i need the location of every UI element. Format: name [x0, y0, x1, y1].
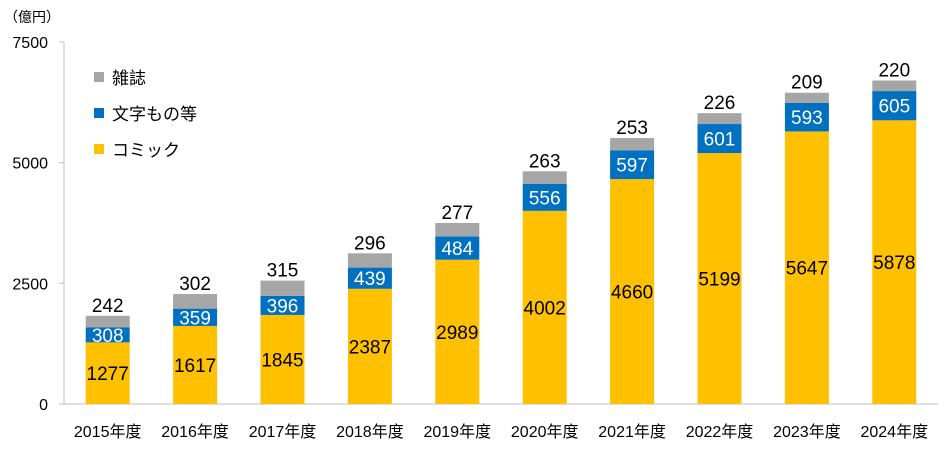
- bars: 1277 308 242 2015年度 1617 359 302 2016年度 1845 396 3…: [74, 60, 928, 441]
- y-tick-label: 7500: [12, 35, 48, 52]
- legend-swatch: [94, 72, 104, 82]
- data-label: 277: [441, 203, 473, 224]
- data-label: 2387: [349, 337, 391, 358]
- data-label: 396: [267, 296, 299, 317]
- data-label: 593: [791, 108, 823, 129]
- unit-label: （億円）: [4, 9, 60, 25]
- bar-segment: [610, 138, 655, 151]
- bar-segment: [872, 91, 917, 121]
- bar-segment: [872, 80, 917, 92]
- bar-segment: [610, 179, 655, 404]
- x-tick-label: 2017年度: [249, 423, 317, 441]
- bar-segment: [260, 280, 305, 296]
- data-label: 226: [704, 93, 736, 114]
- bar-segment: [260, 314, 305, 404]
- data-label: 209: [791, 73, 823, 94]
- data-label: 4660: [611, 283, 653, 304]
- data-label: 439: [354, 269, 386, 290]
- bar-segment: [610, 150, 655, 180]
- data-label: 242: [92, 296, 124, 317]
- legend-swatch: [94, 144, 104, 154]
- bar-segment: [522, 184, 567, 211]
- y-tick-label: 0: [39, 397, 48, 414]
- data-label: 1617: [174, 356, 216, 377]
- bar-segment: [173, 294, 218, 309]
- legend-label: 雑誌: [112, 69, 146, 88]
- x-tick-label: 2019年度: [423, 423, 491, 441]
- bar-segment: [784, 102, 829, 132]
- data-label: 263: [529, 151, 561, 172]
- data-label: 2989: [436, 323, 478, 344]
- data-label: 605: [878, 97, 910, 118]
- data-label: 1845: [261, 350, 303, 371]
- x-tick-label: 2015年度: [74, 423, 142, 441]
- data-label: 315: [267, 261, 299, 282]
- bar-segment: [697, 124, 742, 154]
- x-tick-label: 2020年度: [511, 423, 579, 441]
- x-tick-label: 2023年度: [773, 423, 841, 441]
- y-tick-label: 5000: [12, 156, 48, 173]
- legend-label: コミック: [112, 141, 180, 160]
- y-tick-label: 2500: [12, 276, 48, 293]
- bar-segment: [173, 308, 218, 326]
- bar-segment: [347, 253, 392, 268]
- data-label: 359: [179, 308, 211, 329]
- bar-segment: [872, 120, 917, 404]
- data-label: 597: [616, 156, 648, 177]
- x-tick-label: 2016年度: [161, 423, 229, 441]
- data-label: 302: [179, 274, 211, 295]
- bar-segment: [784, 92, 829, 103]
- bar-segment: [435, 236, 480, 260]
- bar-segment: [260, 295, 305, 315]
- legend-swatch: [94, 108, 104, 118]
- bar-segment: [347, 288, 392, 404]
- bar-segment: [784, 131, 829, 404]
- data-label: 556: [529, 188, 561, 209]
- bar-segment: [522, 171, 567, 185]
- x-tick-label: 2024年度: [860, 423, 928, 441]
- data-label: 253: [616, 118, 648, 139]
- bar-segment: [435, 223, 480, 237]
- bar-segment: [697, 113, 742, 125]
- data-label: 484: [441, 239, 473, 260]
- data-label: 5878: [873, 253, 915, 274]
- data-label: 296: [354, 233, 386, 254]
- x-tick-label: 2022年度: [686, 423, 754, 441]
- legend-label: 文字もの等: [112, 105, 197, 124]
- bar-segment: [173, 325, 218, 404]
- data-label: 308: [92, 326, 124, 347]
- data-label: 220: [878, 60, 910, 81]
- data-label: 5199: [698, 270, 740, 291]
- bar-segment: [435, 259, 480, 404]
- bar-segment: [85, 315, 130, 328]
- bar-segment: [85, 342, 130, 404]
- x-tick-label: 2018年度: [336, 423, 404, 441]
- bar-segment: [85, 327, 130, 343]
- bar-segment: [347, 267, 392, 289]
- x-tick-label: 2021年度: [598, 423, 666, 441]
- bar-segment: [522, 210, 567, 404]
- data-label: 4002: [524, 298, 566, 319]
- data-label: 5647: [786, 259, 828, 280]
- data-label: 601: [704, 130, 736, 151]
- bar-segment: [697, 153, 742, 404]
- data-label: 1277: [87, 364, 129, 385]
